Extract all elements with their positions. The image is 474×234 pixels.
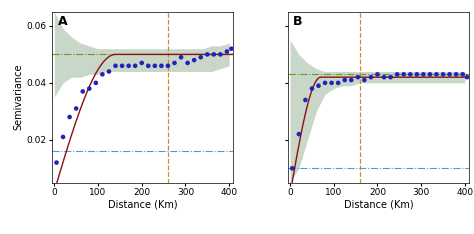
Point	[321, 81, 329, 85]
Point	[367, 75, 375, 79]
Point	[53, 161, 60, 165]
Point	[413, 73, 420, 76]
Point	[131, 64, 139, 68]
Point	[289, 166, 296, 170]
Point	[228, 47, 235, 51]
Point	[197, 55, 204, 59]
Point	[341, 78, 348, 82]
Point	[118, 64, 126, 68]
Point	[295, 132, 302, 136]
Point	[315, 84, 322, 88]
Point	[387, 75, 394, 79]
X-axis label: Distance (Km): Distance (Km)	[108, 200, 178, 210]
Point	[105, 70, 113, 73]
Point	[73, 107, 80, 110]
Point	[334, 81, 342, 85]
Point	[419, 73, 427, 76]
Point	[151, 64, 159, 68]
Point	[184, 61, 191, 65]
Point	[347, 78, 355, 82]
Point	[308, 87, 316, 91]
Point	[463, 75, 471, 79]
Text: B: B	[293, 15, 303, 28]
Point	[92, 81, 100, 85]
Point	[452, 73, 460, 76]
Point	[328, 81, 336, 85]
Point	[59, 135, 67, 139]
Point	[125, 64, 132, 68]
Point	[301, 98, 309, 102]
Point	[393, 73, 401, 76]
Point	[210, 52, 218, 56]
X-axis label: Distance (Km): Distance (Km)	[344, 200, 413, 210]
Point	[459, 73, 466, 76]
Point	[177, 55, 185, 59]
Point	[433, 73, 440, 76]
Y-axis label: Semivariance: Semivariance	[14, 64, 24, 130]
Point	[157, 64, 165, 68]
Point	[145, 64, 152, 68]
Point	[439, 73, 447, 76]
Point	[426, 73, 434, 76]
Point	[223, 50, 231, 53]
Point	[191, 58, 198, 62]
Point	[99, 73, 106, 76]
Point	[446, 73, 454, 76]
Point	[354, 75, 362, 79]
Point	[400, 73, 408, 76]
Point	[112, 64, 119, 68]
Point	[374, 73, 381, 76]
Point	[85, 87, 93, 91]
Text: A: A	[57, 15, 67, 28]
Point	[164, 64, 172, 68]
Point	[171, 61, 178, 65]
Point	[203, 52, 211, 56]
Point	[217, 52, 224, 56]
Point	[79, 90, 87, 93]
Point	[407, 73, 414, 76]
Point	[380, 75, 388, 79]
Point	[66, 115, 73, 119]
Point	[361, 78, 368, 82]
Point	[138, 61, 146, 65]
